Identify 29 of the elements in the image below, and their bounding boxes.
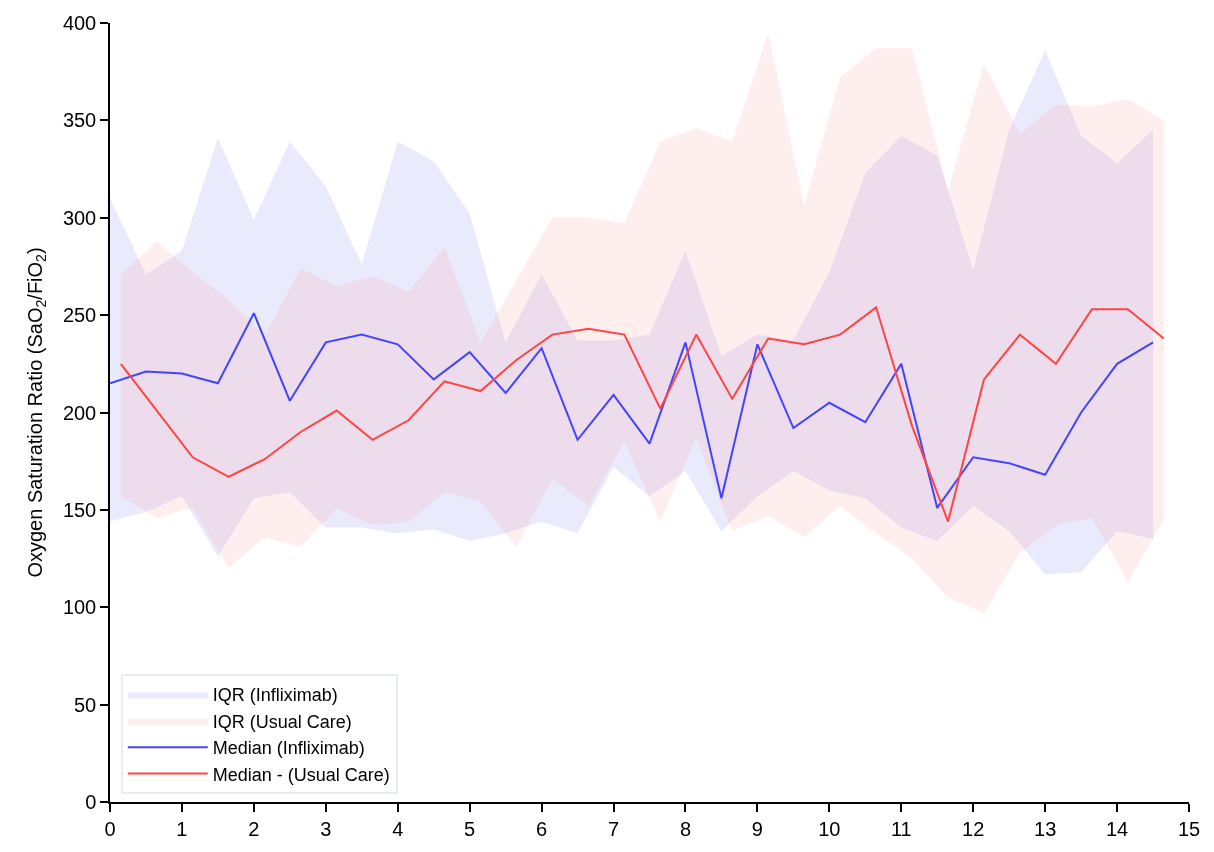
y-tick-label: 100 [62, 596, 97, 619]
legend-label: IQR (Infliximab) [212, 685, 338, 706]
y-tick-label: 50 [74, 693, 97, 716]
x-tick-label: 13 [1034, 817, 1057, 840]
x-tick-label: 12 [962, 817, 985, 840]
y-tick-label: 150 [62, 498, 97, 521]
x-tick-label: 8 [679, 817, 692, 840]
legend-label: Median (Infliximab) [212, 738, 365, 759]
y-tick-label: 250 [62, 304, 97, 327]
y-tick-label: 300 [62, 206, 97, 229]
y-tick-label: 350 [62, 109, 97, 132]
y-tick-label: 200 [62, 401, 97, 424]
legend-label: Median - (Usual Care) [212, 764, 390, 785]
y-tick-label: 400 [62, 12, 97, 34]
x-tick-label: 2 [248, 817, 260, 840]
legend-label: IQR (Usual Care) [212, 711, 352, 732]
x-tick-label: 5 [464, 817, 476, 840]
x-tick-label: 9 [751, 817, 763, 840]
x-tick-label: 4 [392, 817, 404, 840]
x-tick-label: 11 [890, 817, 912, 840]
x-tick-label: 3 [320, 817, 332, 840]
x-tick-label: 1 [176, 817, 188, 840]
x-tick-label: 0 [104, 817, 116, 840]
x-tick-label: 7 [607, 817, 620, 840]
y-tick-label: 0 [85, 791, 97, 813]
x-tick-label: 14 [1105, 817, 1129, 840]
x-tick-label: 6 [536, 817, 548, 840]
x-tick-label: 15 [1177, 817, 1201, 840]
x-tick-label: 10 [818, 817, 841, 840]
